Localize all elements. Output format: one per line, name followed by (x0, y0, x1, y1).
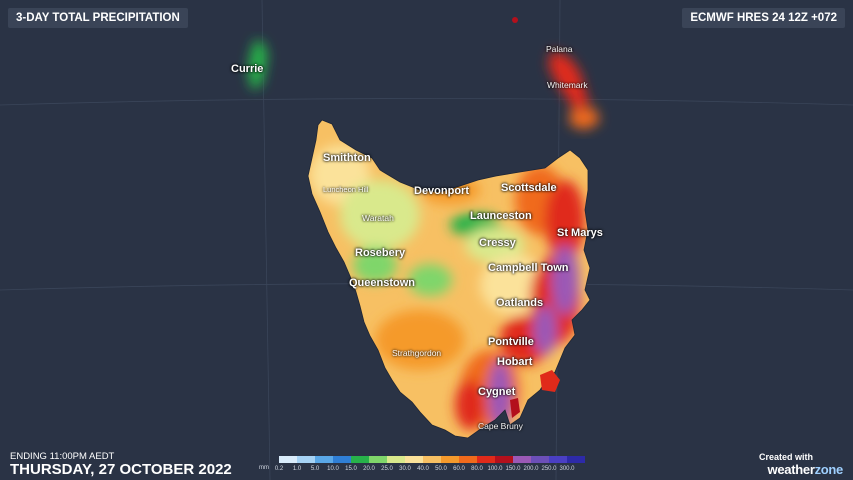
legend-swatch (531, 456, 549, 463)
legend-swatch (333, 456, 351, 463)
legend-swatch (315, 456, 333, 463)
islands-rainfall (248, 40, 600, 130)
bruny-island (510, 398, 520, 418)
place-oatlands: Oatlands (496, 297, 544, 309)
legend-label: 300.0 (559, 466, 575, 472)
legend-swatch (459, 456, 477, 463)
brand-accent: zone (814, 462, 844, 477)
legend-swatch (549, 456, 567, 463)
place-currie: Currie (231, 63, 264, 75)
legend-label: 150.0 (505, 466, 521, 472)
precipitation-legend: mm 0.2 1.0 5.0 10.0 15.0 20.0 25.0 30.0 40.0 50.0… (259, 456, 599, 480)
legend-label: 15.0 (345, 466, 357, 472)
place-campbell-town: Campbell Town (488, 262, 569, 274)
legend-label: 30.0 (399, 466, 411, 472)
weatherzone-logo: weatherzone (767, 462, 844, 477)
model-run-label: ECMWF HRES 24 12Z +072 (682, 8, 845, 28)
place-devonport: Devonport (414, 185, 469, 197)
legend-swatch (405, 456, 423, 463)
legend-swatch (441, 456, 459, 463)
place-palana: Palana (546, 44, 573, 54)
place-pontville: Pontville (488, 336, 534, 348)
legend-unit: mm (259, 465, 269, 471)
place-scottsdale: Scottsdale (501, 182, 557, 194)
legend-label: 60.0 (453, 466, 465, 472)
legend-swatch (567, 456, 585, 463)
place-cygnet: Cygnet (478, 386, 516, 398)
legend-label: 1.0 (292, 466, 302, 472)
place-whitemark: Whitemark (547, 80, 588, 90)
legend-label: 100.0 (487, 466, 503, 472)
place-launceston: Launceston (470, 210, 532, 222)
place-waratah: Waratah (362, 213, 394, 223)
legend-label: 10.0 (327, 466, 339, 472)
created-with-label: Created with (758, 452, 813, 462)
legend-swatch (297, 456, 315, 463)
place-luncheon-hill: Luncheon Hill (323, 185, 369, 194)
ending-time: ENDING 11:00PM AEDT (10, 451, 115, 462)
legend-swatch (477, 456, 495, 463)
legend-swatch (387, 456, 405, 463)
place-strathgordon: Strathgordon (392, 348, 442, 358)
place-rosebery: Rosebery (355, 247, 406, 259)
legend-label: 40.0 (417, 466, 429, 472)
forecast-date: THURSDAY, 27 OCTOBER 2022 (10, 461, 232, 478)
legend-swatch (369, 456, 387, 463)
brand-main: weather (767, 462, 815, 477)
legend-label: 25.0 (381, 466, 393, 472)
legend-label: 80.0 (471, 466, 483, 472)
legend-swatch (351, 456, 369, 463)
place-queenstown: Queenstown (349, 277, 416, 289)
legend-label: 200.0 (523, 466, 539, 472)
map-title: 3-DAY TOTAL PRECIPITATION (8, 8, 188, 28)
place-cressy: Cressy (479, 237, 516, 249)
legend-swatch (495, 456, 513, 463)
legend-label: 50.0 (435, 466, 447, 472)
small-islet (512, 17, 518, 23)
legend-swatch (423, 456, 441, 463)
legend-label: 5.0 (310, 466, 320, 472)
legend-swatch (279, 456, 297, 463)
place-st-marys: St Marys (557, 227, 603, 239)
place-hobart: Hobart (497, 356, 533, 368)
legend-swatch (513, 456, 531, 463)
place-smithton: Smithton (323, 152, 371, 164)
place-cape-bruny: Cape Bruny (478, 421, 523, 431)
legend-label: 250.0 (541, 466, 557, 472)
legend-label: 20.0 (363, 466, 375, 472)
maria-island (540, 370, 560, 392)
legend-label: 0.2 (274, 466, 284, 472)
